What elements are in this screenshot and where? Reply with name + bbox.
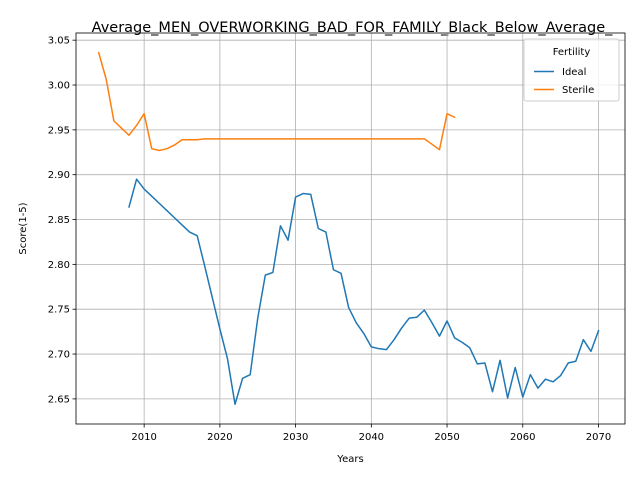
y-tick-label: 3.00 [48, 81, 70, 92]
y-tick-label: 2.80 [48, 260, 70, 271]
legend-items: Ideal Sterile [534, 67, 594, 96]
y-axis-label: Score(1-5) [18, 202, 29, 254]
y-tick-label: 2.95 [48, 125, 70, 136]
x-axis: 2010 2020 2030 2040 2050 2060 2070 [131, 424, 611, 443]
x-tick-label: 2070 [586, 432, 611, 443]
chart-title: Average_MEN_OVERWORKING_BAD_FOR_FAMILY_B… [92, 20, 613, 36]
series-layer [97, 51, 600, 406]
x-tick-label: 2050 [434, 432, 459, 443]
legend-label-sterile: Sterile [562, 85, 594, 96]
y-tick-label: 2.75 [48, 305, 70, 316]
y-tick-label: 3.05 [48, 36, 70, 47]
y-tick-label: 2.85 [48, 215, 70, 226]
x-tick-label: 2030 [283, 432, 308, 443]
legend-title: Fertility [553, 47, 591, 58]
legend-label-ideal: Ideal [562, 67, 586, 78]
series-line-ideal [128, 178, 600, 406]
x-tick-label: 2020 [207, 432, 232, 443]
x-tick-label: 2010 [131, 432, 156, 443]
x-tick-label: 2060 [510, 432, 535, 443]
y-axis: 2.65 2.70 2.75 2.80 2.85 2.90 2.95 3.00 3.05 [48, 36, 76, 405]
y-tick-label: 2.70 [48, 350, 70, 361]
legend: Fertility Ideal Sterile [523, 38, 620, 102]
series-line-sterile [97, 51, 456, 152]
x-tick-label: 2040 [359, 432, 384, 443]
grid-lines [76, 33, 625, 424]
legend-box [523, 38, 620, 102]
x-axis-label: Years [336, 454, 363, 465]
y-tick-label: 2.90 [48, 170, 70, 181]
plot-frame [75, 32, 626, 425]
y-tick-label: 2.65 [48, 394, 70, 405]
